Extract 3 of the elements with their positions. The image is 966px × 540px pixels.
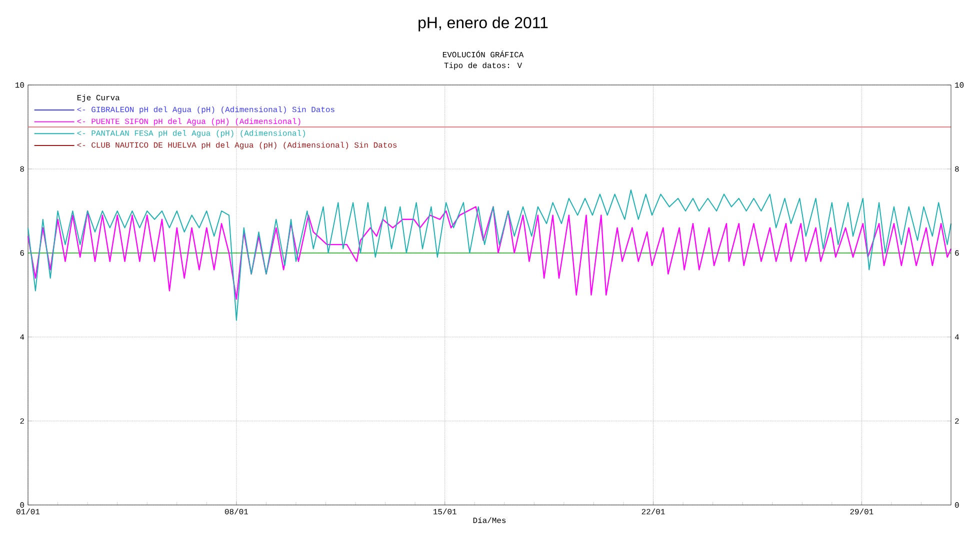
chart-title: pH, enero de 2011 (418, 16, 548, 32)
line-series (27, 189, 952, 321)
line-series (27, 206, 952, 300)
